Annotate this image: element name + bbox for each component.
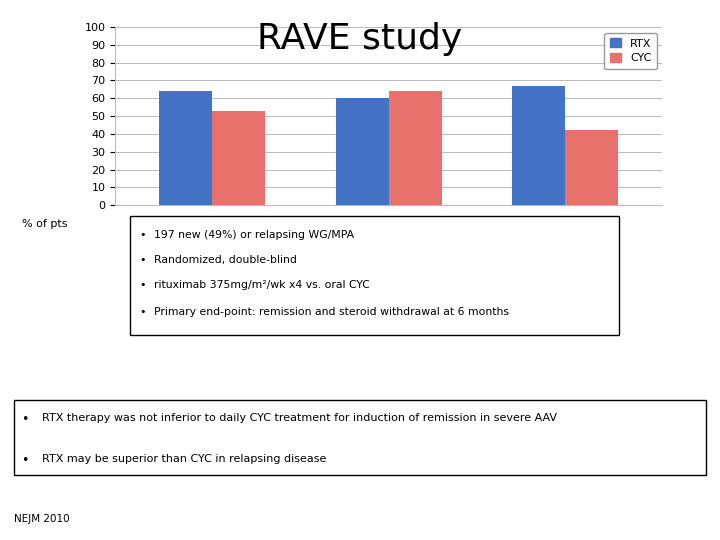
Legend: RTX, CYC: RTX, CYC	[604, 32, 657, 69]
Bar	[336, 98, 389, 205]
Text: % of pts: % of pts	[22, 219, 67, 229]
FancyBboxPatch shape	[14, 400, 706, 475]
Text: •: •	[140, 307, 146, 318]
Text: RTX therapy was not inferior to daily CYC treatment for induction of remission i: RTX therapy was not inferior to daily CY…	[42, 413, 557, 423]
Text: •: •	[140, 255, 146, 265]
Text: New: New	[375, 239, 402, 252]
Text: 197 new (49%) or relapsing WG/MPA: 197 new (49%) or relapsing WG/MPA	[154, 230, 354, 240]
FancyBboxPatch shape	[130, 216, 619, 335]
Bar	[389, 91, 442, 205]
Text: •: •	[22, 413, 29, 426]
Text: NEJM 2010: NEJM 2010	[14, 514, 70, 524]
Text: All: All	[204, 239, 220, 252]
Text: p=ns: p=ns	[375, 222, 402, 232]
Bar	[565, 130, 618, 205]
Bar	[159, 91, 212, 205]
Bar	[212, 111, 265, 205]
Text: Randomized, double-blind: Randomized, double-blind	[154, 255, 297, 265]
Bar	[513, 86, 565, 205]
Text: rituximab 375mg/m²/wk x4 vs. oral CYC: rituximab 375mg/m²/wk x4 vs. oral CYC	[154, 280, 370, 290]
Text: p=ns: p=ns	[199, 222, 226, 232]
Text: •: •	[22, 454, 29, 467]
Text: Primary end-point: remission and steroid withdrawal at 6 months: Primary end-point: remission and steroid…	[154, 307, 509, 318]
Text: RAVE study: RAVE study	[257, 22, 463, 56]
Text: •: •	[140, 280, 146, 290]
Text: Relapsing: Relapsing	[535, 239, 596, 252]
Text: p=0.01: p=0.01	[546, 222, 585, 232]
Text: •: •	[140, 230, 146, 240]
Text: RTX may be superior than CYC in relapsing disease: RTX may be superior than CYC in relapsin…	[42, 454, 326, 464]
